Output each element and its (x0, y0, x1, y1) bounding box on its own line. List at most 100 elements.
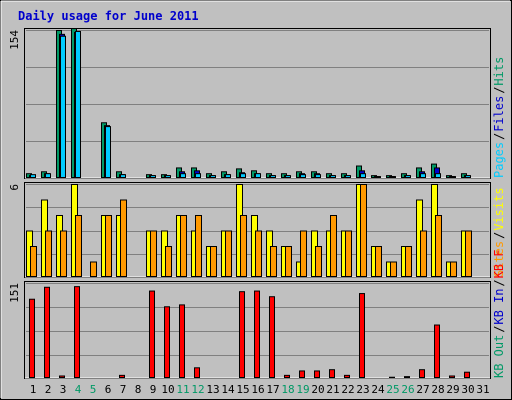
bar-sites-day-20 (315, 246, 322, 277)
bar-pages-day-1 (30, 174, 36, 178)
bar-kb-f-day-12 (194, 367, 200, 378)
bar-kb-f-day-9 (149, 290, 155, 379)
bar-sites-day-11 (180, 215, 187, 277)
x-label-day-18: 18 (281, 383, 294, 396)
bar-sites-day-3 (60, 230, 67, 277)
bar-sites-day-23 (360, 184, 367, 277)
legend-kb-f: KB F (492, 249, 506, 278)
legend-separator-bottom: / (492, 279, 506, 286)
bar-pages-day-7 (120, 174, 126, 178)
bar-pages-day-28 (435, 173, 441, 179)
bar-sites-day-18 (285, 246, 292, 277)
bar-pages-day-17 (270, 175, 276, 178)
bar-kb-f-day-15 (239, 291, 245, 378)
legend-kb-out: KB Out (492, 335, 506, 378)
legend-visits: Visits (492, 187, 506, 230)
legend-separator-top: / (492, 133, 506, 140)
bar-pages-day-21 (330, 175, 336, 178)
bar-pages-day-23 (360, 173, 366, 179)
bar-sites-day-6 (105, 215, 112, 277)
x-label-day-4: 4 (75, 383, 82, 396)
bar-pages-day-6 (105, 126, 111, 178)
chart-title: Daily usage for June 2011 (18, 9, 199, 23)
x-label-day-3: 3 (60, 383, 67, 396)
bar-sites-day-28 (435, 215, 442, 277)
bar-sites-day-19 (300, 230, 307, 277)
x-label-day-5: 5 (90, 383, 97, 396)
x-label-day-17: 17 (266, 383, 279, 396)
bar-sites-day-17 (270, 246, 277, 277)
legend-separator-top: / (492, 87, 506, 94)
x-label-day-23: 23 (356, 383, 369, 396)
x-label-day-15: 15 (236, 383, 249, 396)
bar-kb-f-day-28 (434, 324, 440, 379)
bar-pages-day-25 (390, 176, 396, 179)
bar-sites-day-13 (210, 246, 217, 277)
bar-kb-f-day-23 (359, 293, 365, 378)
x-label-day-6: 6 (105, 383, 112, 396)
bar-sites-day-26 (405, 246, 412, 277)
bar-sites-day-24 (375, 246, 382, 277)
bar-pages-day-4 (75, 30, 81, 178)
legend-kb-in: KB In (492, 288, 506, 324)
bar-kb-f-day-10 (164, 306, 170, 378)
bar-kb-f-day-29 (449, 375, 455, 378)
bar-kb-f-day-2 (44, 286, 50, 379)
y-max-label-top: 154 (8, 30, 21, 50)
bar-sites-day-27 (420, 230, 427, 277)
x-label-day-30: 30 (461, 383, 474, 396)
legend-files: Files (492, 96, 506, 132)
x-label-day-13: 13 (206, 383, 219, 396)
x-label-day-16: 16 (251, 383, 264, 396)
x-label-day-28: 28 (431, 383, 444, 396)
bar-sites-day-7 (120, 199, 127, 277)
bar-sites-day-4 (75, 215, 82, 277)
bar-pages-day-29 (450, 176, 456, 179)
legend-separator-middle: / (492, 232, 506, 239)
x-label-day-29: 29 (446, 383, 459, 396)
bar-pages-day-10 (165, 175, 171, 178)
bar-pages-day-2 (45, 173, 51, 179)
bar-kb-f-day-20 (314, 370, 320, 378)
bar-pages-day-20 (315, 174, 321, 178)
bar-kb-f-day-1 (29, 298, 35, 379)
bar-sites-day-25 (390, 261, 397, 277)
bar-sites-day-30 (465, 230, 472, 277)
x-label-day-31: 31 (476, 383, 489, 396)
x-label-day-12: 12 (191, 383, 204, 396)
x-label-day-20: 20 (311, 383, 324, 396)
legend-pages: Pages (492, 142, 506, 178)
x-label-day-27: 27 (416, 383, 429, 396)
bar-pages-day-18 (285, 175, 291, 178)
bar-sites-day-16 (255, 230, 262, 277)
bar-pages-day-22 (345, 175, 351, 178)
x-label-day-14: 14 (221, 383, 235, 396)
bar-kb-f-day-30 (464, 371, 470, 379)
x-label-day-11: 11 (176, 383, 189, 396)
bar-pages-day-15 (240, 173, 246, 179)
y-max-label-bottom: 151 (8, 283, 21, 303)
bar-kb-f-day-18 (284, 374, 290, 379)
bar-pages-day-24 (375, 176, 381, 179)
bar-sites-day-9 (150, 230, 157, 277)
bar-pages-day-9 (150, 175, 156, 178)
x-axis-day-labels: 1 2 3 4 5 6 7 8 9 10 11 12 13 14 15 16 17 18 19 20 21 22 23 24 2… (30, 383, 490, 396)
x-label-day-22: 22 (341, 383, 354, 396)
bar-pages-day-19 (300, 174, 306, 178)
bar-kb-f-day-26 (404, 376, 410, 378)
bar-pages-day-13 (210, 175, 216, 178)
x-label-day-7: 7 (120, 383, 127, 396)
bar-sites-day-2 (45, 230, 52, 277)
bar-kb-f-day-4 (74, 286, 80, 378)
bar-sites-day-22 (345, 230, 352, 277)
x-label-day-9: 9 (150, 383, 157, 396)
x-label-day-19: 19 (296, 383, 309, 396)
x-label-day-26: 26 (401, 383, 414, 396)
bar-sites-day-29 (450, 261, 457, 277)
bar-pages-day-14 (225, 174, 231, 178)
x-label-day-24: 24 (371, 383, 385, 396)
bar-sites-day-5 (90, 261, 97, 277)
